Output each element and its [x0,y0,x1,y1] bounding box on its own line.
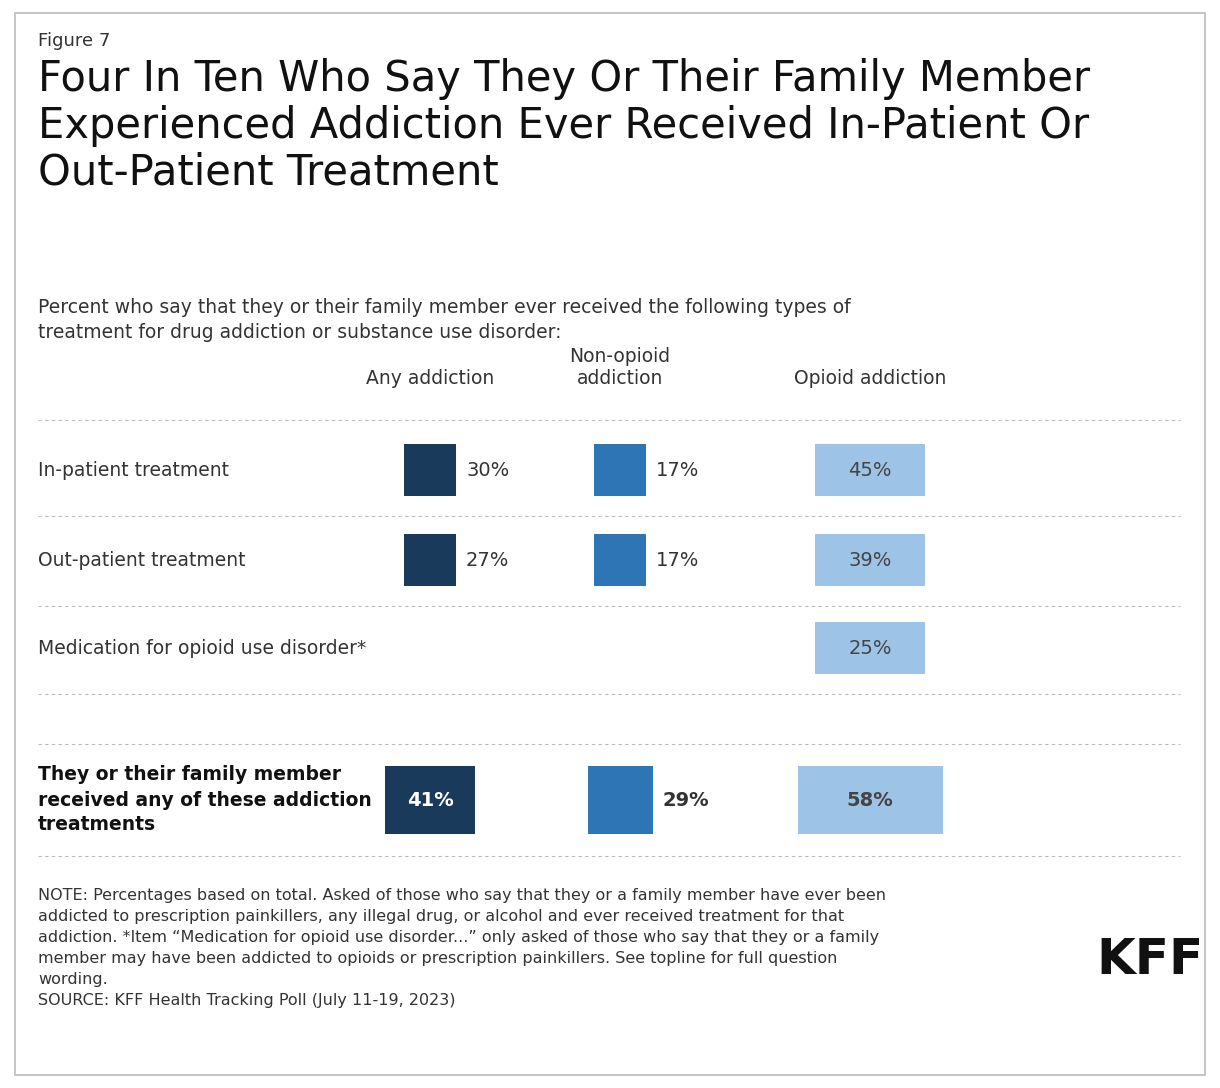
Bar [404,534,456,586]
Text: 29%: 29% [662,791,709,809]
Text: Any addiction: Any addiction [366,369,494,388]
Text: 25%: 25% [848,639,892,657]
Bar [594,444,647,496]
Text: Non-opioid
addiction: Non-opioid addiction [570,347,671,388]
Bar [798,766,943,834]
Text: Figure 7: Figure 7 [38,32,110,50]
Bar [594,534,647,586]
Text: In-patient treatment: In-patient treatment [38,460,229,480]
Bar [815,534,925,586]
Text: 27%: 27% [466,551,510,569]
Text: NOTE: Percentages based on total. Asked of those who say that they or a family m: NOTE: Percentages based on total. Asked … [38,888,886,1007]
Bar [815,622,925,673]
Bar [815,444,925,496]
Text: Percent who say that they or their family member ever received the following typ: Percent who say that they or their famil… [38,298,850,342]
Text: Medication for opioid use disorder*: Medication for opioid use disorder* [38,639,366,657]
Text: 17%: 17% [656,460,699,480]
Text: Out-patient treatment: Out-patient treatment [38,551,245,569]
Bar [588,766,653,834]
Text: 45%: 45% [848,460,892,480]
Text: 39%: 39% [848,551,892,569]
Text: Opioid addiction: Opioid addiction [794,369,947,388]
Text: They or their family member
received any of these addiction
treatments: They or their family member received any… [38,766,372,834]
Text: Four In Ten Who Say They Or Their Family Member
Experienced Addiction Ever Recei: Four In Ten Who Say They Or Their Family… [38,58,1091,194]
Text: 17%: 17% [656,551,699,569]
Text: 58%: 58% [847,791,893,809]
Text: KFF: KFF [1097,936,1204,984]
Text: 41%: 41% [406,791,454,809]
Text: 30%: 30% [466,460,509,480]
Bar [404,444,456,496]
Bar [386,766,475,834]
